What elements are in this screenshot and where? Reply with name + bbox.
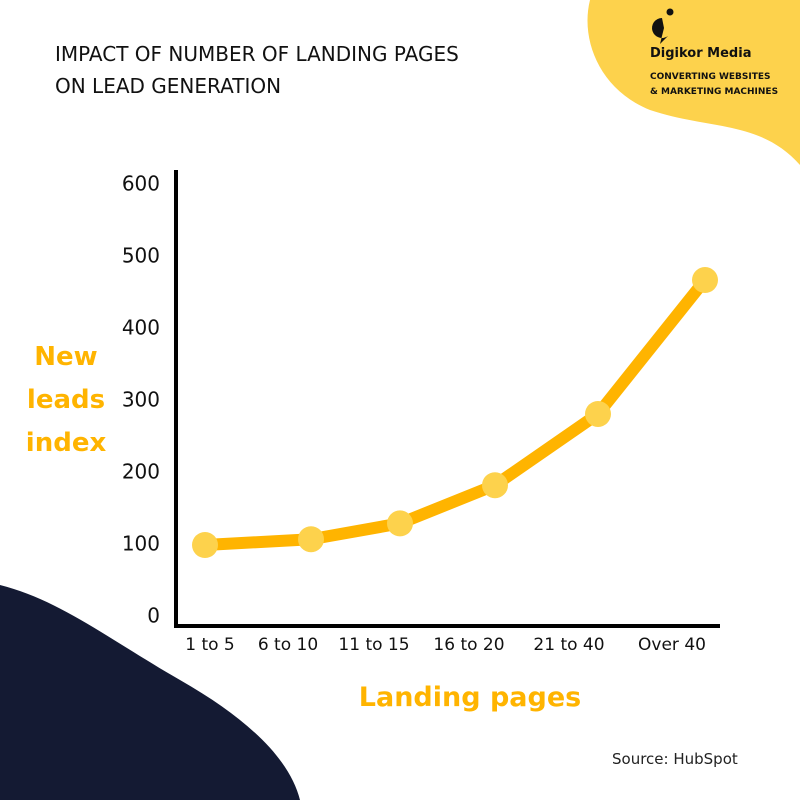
logo-icon [651,18,668,44]
data-point [192,532,218,558]
y-tick-label: 0 [147,604,160,628]
data-line [204,276,710,551]
decor-blob [0,585,300,800]
y-tick-label: 600 [122,172,160,196]
x-tick-label: 16 to 20 [433,635,504,655]
data-point [585,400,611,427]
x-tick-label: Over 40 [638,635,706,655]
x-tick-label: 21 to 40 [533,635,604,655]
decor-blob [587,0,800,165]
data-point [482,472,508,499]
x-axis-label: Landing pages [358,682,582,713]
y-axis-label: New leads index [25,342,107,458]
logo-dot [666,8,674,16]
y-tick-label: 400 [122,316,160,340]
y-tick-label: 500 [122,244,160,268]
brand-name: Digikor Media [650,46,752,61]
source: Source: HubSpot [612,750,738,768]
brand-tagline: CONVERTING WEBSITES & MARKETING MACHINES [650,72,779,97]
data-point [692,267,718,294]
chart-title: IMPACT OF NUMBER OF LANDING PAGES ON LEA… [55,42,459,98]
data-point [387,510,413,537]
x-tick-label: 11 to 15 [338,635,409,655]
x-tick-label: 6 to 10 [258,635,318,655]
y-tick-label: 200 [122,460,160,484]
x-tick-label: 1 to 5 [185,635,235,655]
data-point [298,526,324,553]
y-tick-label: 300 [122,388,160,412]
y-tick-label: 100 [122,532,160,556]
